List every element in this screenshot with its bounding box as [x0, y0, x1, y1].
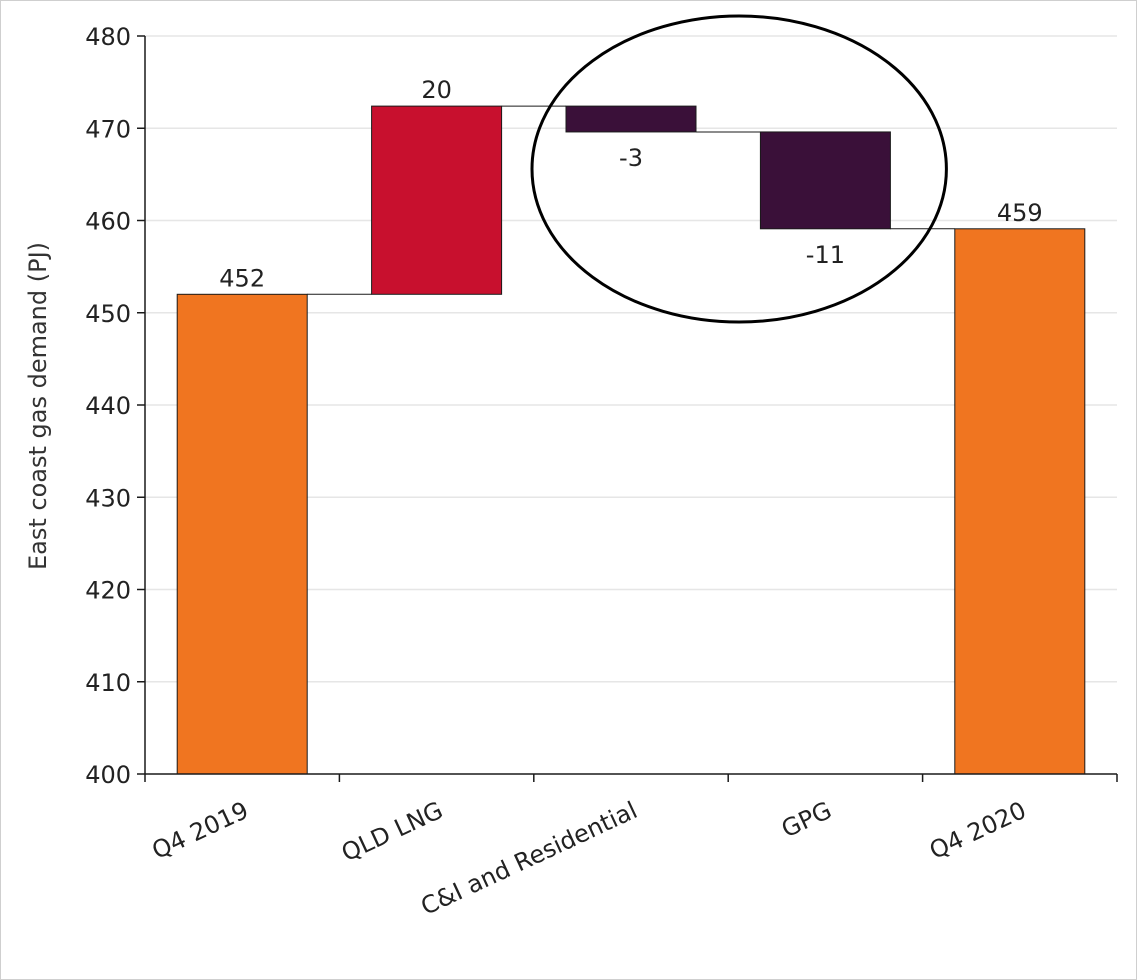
bar-q4-2019 [176, 293, 308, 775]
bar-qld-lng [371, 105, 503, 295]
x-tick-label: GPG [777, 796, 836, 843]
data-label: 459 [997, 199, 1043, 227]
y-tick-label: 410 [85, 669, 131, 697]
x-tick-label: Q4 2020 [925, 796, 1030, 865]
bar-gpg [759, 131, 891, 230]
data-label: -3 [619, 144, 643, 172]
data-label: 452 [219, 264, 265, 292]
data-label: -11 [806, 241, 845, 269]
connectors-group [307, 105, 955, 295]
y-tick-label: 420 [85, 577, 131, 605]
y-tick-label: 480 [85, 23, 131, 51]
y-tick-label: 430 [85, 484, 131, 512]
highlight-group [530, 14, 948, 324]
y-tick-label: 450 [85, 300, 131, 328]
y-tick-label: 460 [85, 208, 131, 236]
x-tick-label: QLD LNG [337, 796, 447, 867]
y-tick-label: 470 [85, 115, 131, 143]
bar-c-i-and-residential [565, 105, 697, 133]
bar-q4-2020 [954, 228, 1086, 775]
x-tick-label: C&I and Residential [417, 796, 642, 921]
highlight-ellipse [530, 14, 948, 324]
y-tick-label: 440 [85, 392, 131, 420]
bars-group [176, 105, 1086, 775]
x-tick-label: Q4 2019 [148, 796, 253, 865]
y-tick-label: 400 [85, 761, 131, 789]
axes-group: 400 410 420 430 440 450 460 470 480 [85, 23, 1118, 789]
y-axis-title: East coast gas demand (PJ) [24, 242, 52, 570]
data-label: 20 [421, 76, 452, 104]
